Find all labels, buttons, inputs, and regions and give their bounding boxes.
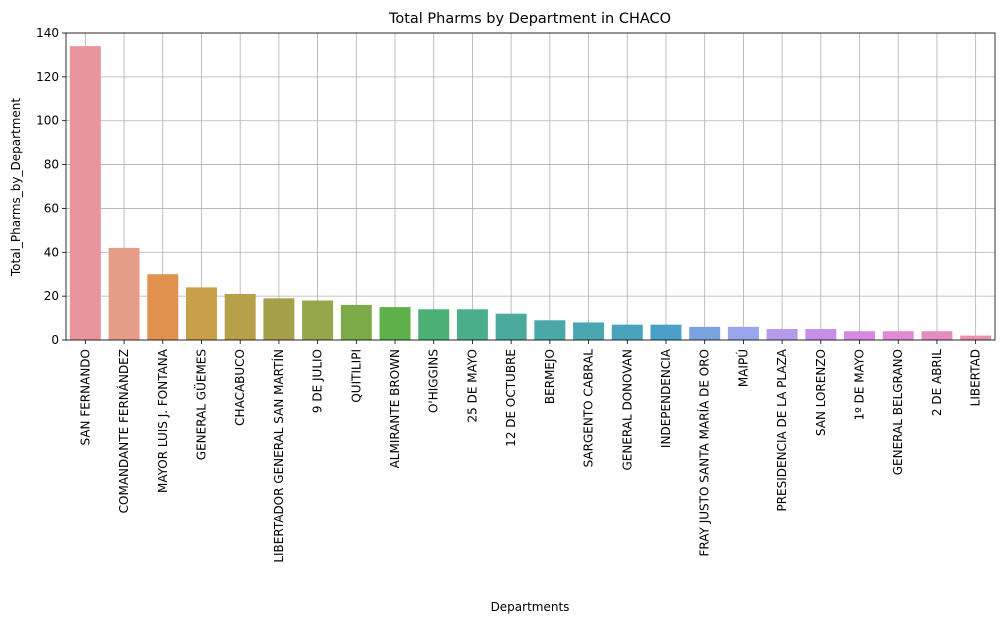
x-tick-label: 25 DE MAYO: [465, 349, 479, 422]
bar: [689, 326, 721, 340]
bar: [456, 309, 488, 340]
x-tick-label: INDEPENDENCIA: [659, 348, 673, 448]
axes-layer: 0 20 40 60 80 100 120 140 SAN FERNANDO COMANDANTE…: [36, 26, 996, 563]
x-tick-label: ALMIRANTE BROWN: [388, 349, 402, 468]
bar: [108, 247, 140, 340]
y-tick-label: 40: [44, 245, 59, 259]
x-tick-label: QUITILIPI: [349, 349, 363, 403]
y-tick-label: 20: [44, 289, 59, 303]
bar: [263, 298, 295, 340]
x-tick-label: O'HIGGINS: [427, 349, 441, 413]
y-tick-label: 120: [36, 70, 59, 84]
bar: [69, 46, 101, 341]
bar: [534, 320, 566, 340]
x-tick-label: FRAY JUSTO SANTA MARÍA DE ORO: [697, 349, 712, 556]
y-tick-label: 0: [51, 333, 59, 347]
x-tick-label: SARGENTO CABRAL: [582, 349, 596, 468]
x-tick-label: 2 DE ABRIL: [930, 349, 944, 416]
bar: [185, 287, 217, 340]
bar: [418, 309, 450, 340]
y-tick-label: 80: [44, 158, 59, 172]
bar: [960, 335, 992, 340]
x-axis-title: Departments: [491, 600, 570, 614]
y-axis-title: Total_Pharms_by_Department: [9, 98, 23, 278]
bar: [882, 331, 914, 340]
bar: [495, 313, 527, 340]
x-tick-label: COMANDANTE FERNÁNDEZ: [116, 349, 131, 513]
bar: [224, 293, 256, 340]
x-tick-label: SAN FERNANDO: [78, 349, 92, 446]
x-tick-label: BERMEJO: [543, 349, 557, 404]
plot-frame: [65, 32, 996, 341]
x-tick-label: CHACABUCO: [233, 349, 247, 426]
x-tick-label: MAYOR LUIS J. FONTANA: [156, 348, 170, 493]
bar: [302, 300, 334, 340]
bar: [727, 326, 759, 340]
bar: [573, 322, 605, 340]
bars-layer: [69, 46, 992, 341]
bar: [340, 304, 372, 340]
bar: [650, 324, 682, 340]
x-tick-label: GENERAL BELGRANO: [891, 349, 905, 475]
x-tick-label: SAN LORENZO: [814, 349, 828, 436]
y-tick-label: 100: [36, 114, 59, 128]
y-tick-label: 60: [44, 201, 59, 215]
bar: [844, 331, 876, 340]
x-tick-label: LIBERTAD: [969, 349, 983, 406]
bar: [147, 274, 179, 340]
chart-title: Total Pharms by Department in CHACO: [388, 11, 671, 27]
x-tick-label: LIBERTADOR GENERAL SAN MARTÍN: [271, 349, 286, 563]
x-tick-label: GENERAL GÜEMES: [192, 349, 208, 460]
bar: [379, 307, 411, 340]
x-tick-label: 1º DE MAYO: [853, 349, 867, 421]
x-tick-label: GENERAL DONOVAN: [620, 349, 634, 471]
bar: [766, 329, 798, 340]
y-tick-label: 140: [36, 26, 59, 40]
x-tick-label: MAIPÚ: [735, 349, 750, 387]
x-tick-label: PRESIDENCIA DE LA PLAZA: [775, 348, 789, 511]
bar: [921, 331, 953, 340]
bar: [805, 329, 837, 340]
x-tick-label: 12 DE OCTUBRE: [504, 349, 518, 447]
x-tick-label: 9 DE JULIO: [311, 349, 325, 413]
bar: [611, 324, 643, 340]
